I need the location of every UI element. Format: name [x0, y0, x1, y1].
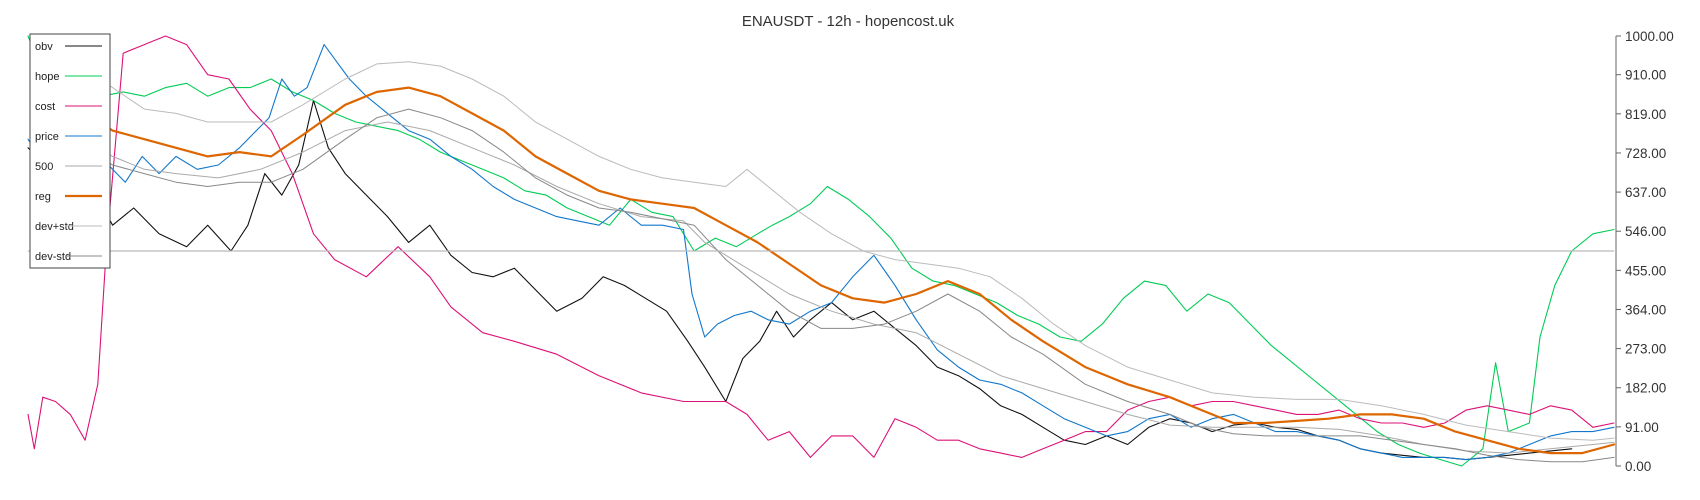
- y-axis: 1000.00 910.00 819.00 728.00 637.00 546.00 455…: [1615, 29, 1674, 474]
- y-tick-label: 91.00: [1625, 420, 1659, 435]
- series-line-cost: [27, 35, 1615, 458]
- series-line-dev-std: [80, 61, 1615, 441]
- series-line-obv: [27, 99, 1573, 461]
- series-line-hope: [27, 35, 1615, 467]
- y-tick-label: 455.00: [1625, 263, 1666, 278]
- legend-label: 500: [35, 161, 53, 173]
- legend-label: cost: [35, 101, 55, 113]
- legend-label: dev+std: [35, 221, 74, 233]
- legend-label: reg: [35, 191, 51, 203]
- y-tick-label: 819.00: [1625, 107, 1666, 122]
- y-tick-label: 0.00: [1625, 459, 1651, 474]
- series-line-dev-std: [80, 108, 1615, 463]
- y-tick-label: 364.00: [1625, 302, 1666, 317]
- chart-title: ENAUSDT - 12h - hopencost.uk: [742, 13, 955, 30]
- legend-label: price: [35, 131, 59, 143]
- legend-box: [29, 33, 111, 269]
- legend-label: hope: [35, 71, 59, 83]
- series-group: [27, 35, 1616, 467]
- legend-label: dev-std: [35, 251, 71, 263]
- y-tick-label: 182.00: [1625, 381, 1666, 396]
- y-tick-label: 546.00: [1625, 224, 1666, 239]
- y-tick-label: 910.00: [1625, 68, 1666, 83]
- series-line-500: [80, 121, 1615, 454]
- series-line-reg: [79, 86, 1616, 455]
- y-tick-label: 728.00: [1625, 146, 1666, 161]
- y-tick-label: 1000.00: [1625, 29, 1674, 44]
- y-tick-label: 637.00: [1625, 185, 1666, 200]
- legend-label: obv: [35, 41, 53, 53]
- legend: obv hope cost price 500 reg dev+std dev-std: [29, 33, 111, 269]
- y-tick-label: 273.00: [1625, 342, 1666, 357]
- series-line-price: [27, 44, 1615, 461]
